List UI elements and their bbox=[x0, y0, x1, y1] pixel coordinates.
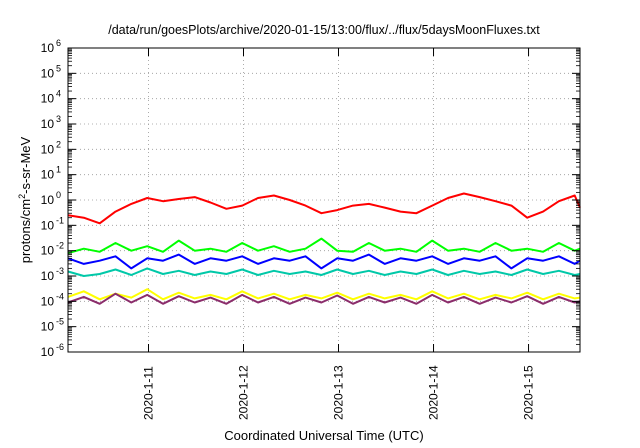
y-tick-exponent: -2 bbox=[56, 241, 64, 251]
chart-title: /data/run/goesPlots/archive/2020-01-15/1… bbox=[108, 23, 540, 37]
series-line-3 bbox=[67, 253, 581, 270]
y-tick-exponent: 1 bbox=[56, 165, 61, 175]
y-tick-exponent: 2 bbox=[56, 139, 61, 149]
x-tick-labels: 2020-1-11 2020-1-12 2020-1-13 2020-1-14 2020… bbox=[141, 365, 535, 420]
x-axis-label: Coordinated Universal Time (UTC) bbox=[224, 428, 423, 443]
y-tick-exponent: -6 bbox=[56, 342, 64, 352]
series-line-4 bbox=[67, 267, 581, 277]
series-line-1 bbox=[67, 192, 581, 225]
y-tick-exponent: -3 bbox=[56, 266, 64, 276]
y-tick-exponent: 4 bbox=[56, 89, 61, 99]
x-tick-label: 2020-1-11 bbox=[141, 366, 155, 420]
y-tick-exponent: -4 bbox=[56, 291, 64, 301]
axis-ticks bbox=[68, 47, 580, 353]
y-tick-exponent: -1 bbox=[56, 215, 64, 225]
y-tick-exponent: 0 bbox=[56, 190, 61, 200]
y-tick-exponent: 3 bbox=[56, 114, 61, 124]
y-tick-exponent: -5 bbox=[56, 317, 64, 327]
y-tick-exponent: 5 bbox=[56, 63, 61, 73]
series-line-2 bbox=[67, 237, 581, 255]
grid-lines bbox=[68, 48, 580, 352]
y-axis-label: protons/cm2-s-sr-MeV bbox=[17, 136, 33, 263]
x-tick-label: 2020-1-14 bbox=[427, 365, 441, 420]
data-series bbox=[67, 192, 581, 305]
x-tick-label: 2020-1-12 bbox=[237, 365, 251, 420]
x-tick-label: 2020-1-13 bbox=[332, 365, 346, 420]
series-line-6 bbox=[67, 292, 581, 305]
y-tick-exponent: 6 bbox=[56, 38, 61, 48]
series-line-5 bbox=[67, 288, 581, 301]
x-tick-label: 2020-1-15 bbox=[522, 365, 536, 420]
